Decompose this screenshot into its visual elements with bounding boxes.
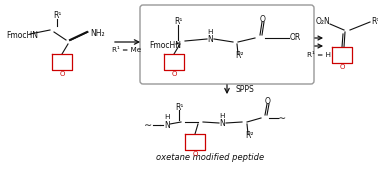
Text: ∼: ∼ (278, 113, 286, 123)
Text: R¹ = Me: R¹ = Me (112, 47, 142, 53)
Text: R¹: R¹ (53, 11, 61, 20)
Text: N: N (207, 35, 213, 44)
Text: R²: R² (245, 131, 253, 140)
Text: R¹: R¹ (175, 103, 183, 112)
Text: R¹ = H: R¹ = H (307, 52, 331, 58)
Text: FmocHN: FmocHN (149, 42, 181, 51)
Text: O: O (260, 16, 266, 25)
Text: N: N (219, 120, 225, 129)
Text: R¹: R¹ (371, 17, 378, 26)
Text: H: H (207, 29, 213, 35)
Text: FmocHN: FmocHN (6, 31, 38, 40)
Text: O: O (192, 151, 198, 157)
Text: oxetane modified peptide: oxetane modified peptide (156, 153, 264, 162)
Text: OR: OR (290, 34, 301, 43)
Text: H: H (219, 113, 225, 119)
Text: R²: R² (235, 52, 243, 61)
Text: SPPS: SPPS (235, 85, 254, 94)
Text: O: O (171, 71, 177, 77)
Text: ∼: ∼ (144, 120, 152, 130)
Text: R¹: R¹ (174, 17, 182, 26)
Text: N: N (164, 121, 170, 130)
Text: NH₂: NH₂ (90, 30, 105, 39)
Text: O: O (339, 64, 345, 70)
Text: O: O (265, 98, 271, 107)
FancyBboxPatch shape (140, 5, 314, 84)
Text: H: H (164, 114, 170, 120)
Text: O₂N: O₂N (316, 17, 331, 26)
Text: O: O (59, 71, 65, 77)
